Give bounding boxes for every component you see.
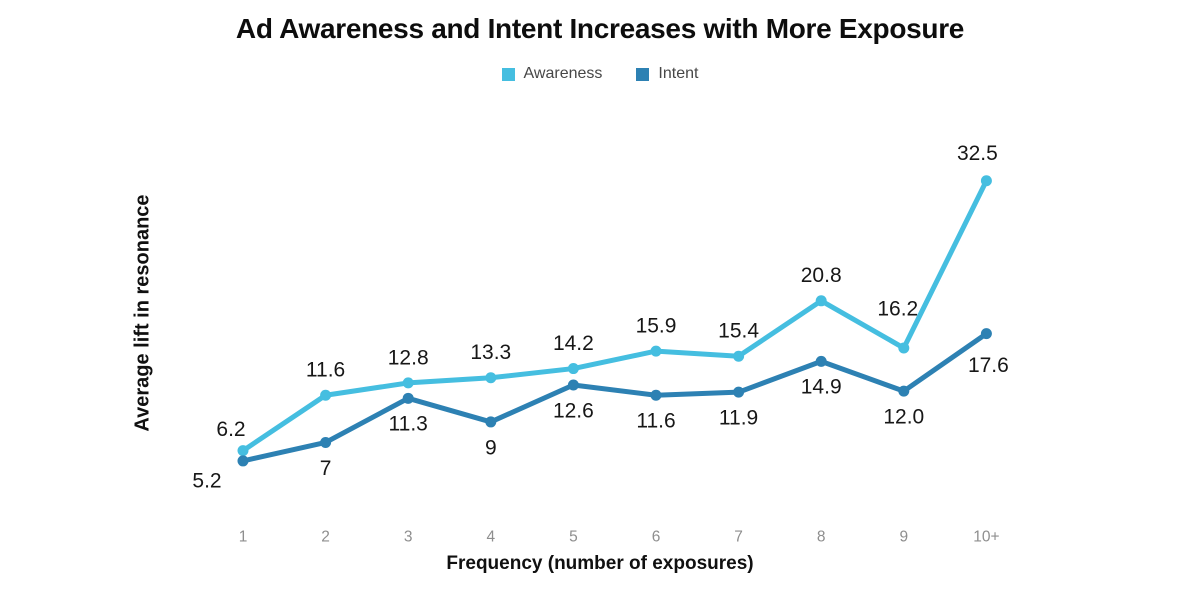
intent-point [980, 328, 992, 340]
x-tick-label: 10+ [973, 528, 999, 545]
chart-title: Ad Awareness and Intent Increases with M… [235, 13, 965, 44]
intent-value-label: 12.6 [553, 399, 594, 422]
x-tick-label: 7 [734, 528, 743, 545]
awareness-value-label: 20.8 [801, 264, 842, 287]
intent-point [815, 355, 827, 367]
intent-value-label: 11.9 [719, 407, 758, 430]
awareness-point [402, 377, 414, 389]
intent-value-label: 11.6 [636, 410, 675, 433]
awareness-value-label: 12.8 [388, 346, 429, 369]
legend-item-intent: Intent [636, 65, 698, 83]
awareness-point [485, 372, 497, 384]
awareness-point [237, 445, 249, 457]
intent-value-label: 14.9 [801, 376, 842, 399]
legend-item-awareness: Awareness [501, 65, 603, 83]
awareness-value-label: 14.2 [553, 332, 594, 355]
intent-value-label: 5.2 [192, 469, 221, 492]
intent-line [240, 331, 989, 464]
x-tick-label: 3 [404, 528, 413, 545]
legend-swatch-awareness [501, 67, 515, 81]
intent-point [402, 392, 414, 404]
awareness-point [980, 175, 992, 187]
awareness-point [650, 345, 662, 357]
x-tick-label: 2 [321, 528, 330, 545]
awareness-point [898, 342, 910, 354]
intent-point [485, 416, 497, 428]
awareness-value-label: 32.5 [957, 142, 998, 165]
legend-label: Intent [658, 65, 699, 82]
awareness-value-label: 6.2 [216, 418, 245, 441]
intent-point [567, 379, 579, 391]
intent-point [733, 386, 745, 398]
intent-value-label: 11.3 [389, 413, 428, 436]
x-tick-label: 4 [486, 528, 495, 545]
awareness-point [567, 363, 579, 375]
awareness-point [815, 295, 827, 307]
intent-point [237, 455, 249, 467]
y-axis-title: Average lift in resonance [131, 194, 154, 432]
intent-point [320, 436, 332, 448]
awareness-value-label: 11.6 [306, 359, 345, 382]
x-tick-label: 6 [652, 528, 661, 545]
intent-point [898, 385, 910, 397]
x-tick-label: 5 [569, 528, 578, 545]
intent-value-label: 12.0 [883, 405, 924, 428]
legend: Awareness Intent [0, 65, 1200, 83]
x-axis-title: Frequency (number of exposures) [446, 553, 754, 574]
x-tick-label: 9 [899, 528, 908, 545]
awareness-value-label: 16.2 [877, 297, 918, 320]
intent-value-label: 7 [320, 457, 332, 480]
intent-point [650, 389, 662, 401]
awareness-value-label: 15.4 [718, 320, 759, 343]
intent-value-label: 9 [485, 436, 497, 459]
awareness-value-label: 13.3 [470, 341, 511, 364]
legend-swatch-intent [636, 67, 650, 81]
legend-label: Awareness [523, 65, 603, 82]
awareness-line [240, 178, 989, 454]
awareness-point [320, 389, 332, 401]
x-tick-label: 1 [239, 528, 248, 545]
awareness-point [733, 350, 745, 362]
awareness-value-label: 15.9 [636, 314, 677, 337]
intent-value-label: 17.6 [968, 354, 1009, 377]
x-tick-label: 8 [817, 528, 826, 545]
